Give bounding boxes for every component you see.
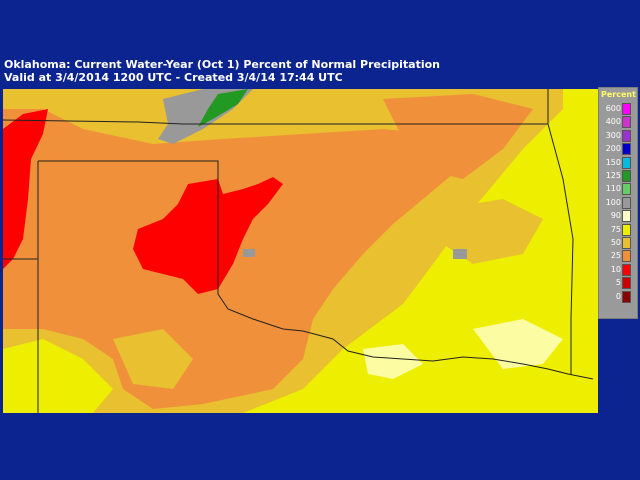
legend-item: 5 — [599, 276, 637, 290]
legend-item-label: 75 — [610, 224, 621, 234]
legend-item: 75 — [599, 223, 637, 236]
title-line-2: Valid at 3/4/2014 1200 UTC - Created 3/4… — [4, 71, 343, 84]
legend-swatch — [622, 143, 631, 156]
legend-item: 110 — [599, 182, 637, 196]
zone-100-patch-2 — [243, 249, 255, 257]
zone-125-north — [198, 89, 248, 127]
legend-swatch — [622, 250, 631, 263]
zone-25-percent — [3, 109, 473, 409]
legend-item-label: 150 — [605, 157, 621, 167]
title-line-1: Oklahoma: Current Water-Year (Oct 1) Per… — [4, 58, 441, 71]
legend-item-label: 600 — [605, 104, 621, 113]
map-title: Oklahoma: Current Water-Year (Oct 1) Per… — [4, 58, 440, 84]
legend-title: Percent — [601, 90, 636, 99]
legend-swatch — [622, 210, 631, 223]
legend-item: 100 — [599, 196, 637, 209]
legend-swatch — [622, 170, 631, 182]
legend-swatch — [622, 129, 631, 142]
legend-item: 50 — [599, 236, 637, 249]
legend-item-label: 400 — [605, 117, 621, 127]
arkansas-border — [547, 123, 574, 374]
legend-item-label: 90 — [610, 211, 621, 221]
legend-item-label: 125 — [605, 171, 621, 180]
zone-10-central — [133, 177, 283, 294]
legend-swatch — [622, 183, 631, 196]
legend-swatch — [622, 263, 631, 276]
legend-item-label: 50 — [610, 238, 621, 247]
zone-90-south — [363, 344, 423, 379]
legend-item: 150 — [599, 156, 637, 169]
legend: Percent 600 400 300 200 150 125 110 100 90 75 50 25… — [598, 87, 638, 319]
legend-item-label: 25 — [610, 251, 621, 261]
legend-item: 600 — [599, 102, 637, 115]
legend-item-label: 0 — [615, 291, 621, 301]
legend-swatch — [622, 103, 631, 115]
legend-item: 0 — [599, 290, 637, 303]
map-canvas — [3, 89, 598, 413]
legend-swatch — [622, 116, 631, 129]
legend-item: 300 — [599, 129, 637, 142]
legend-item: 400 — [599, 115, 637, 129]
zone-100-patch — [453, 249, 467, 259]
legend-swatch — [622, 223, 631, 236]
legend-item: 25 — [599, 249, 637, 263]
kansas-border — [3, 89, 549, 125]
legend-item-label: 100 — [605, 197, 621, 207]
legend-item-label: 110 — [605, 184, 621, 194]
legend-item: 10 — [599, 263, 637, 276]
legend-swatch — [622, 156, 631, 169]
legend-item-label: 300 — [605, 130, 621, 140]
zone-90-southeast — [473, 319, 563, 369]
texas-border — [38, 160, 594, 380]
legend-item: 125 — [599, 169, 637, 182]
legend-item-label: 10 — [610, 264, 621, 274]
zone-10-panhandle — [3, 109, 48, 269]
legend-swatch — [622, 237, 631, 249]
legend-item-label: 5 — [615, 278, 621, 288]
zone-75-southwest — [3, 339, 113, 413]
legend-item: 200 — [599, 142, 637, 156]
zone-50-southwest — [113, 329, 193, 389]
state-borders — [3, 89, 594, 413]
precipitation-map — [3, 89, 598, 413]
zone-50-east — [443, 199, 543, 264]
legend-swatch — [622, 290, 631, 303]
zone-25-east — [383, 94, 533, 179]
legend-item: 90 — [599, 209, 637, 223]
legend-item-label: 200 — [605, 144, 621, 154]
legend-swatch — [622, 277, 631, 290]
legend-swatch — [622, 196, 631, 209]
